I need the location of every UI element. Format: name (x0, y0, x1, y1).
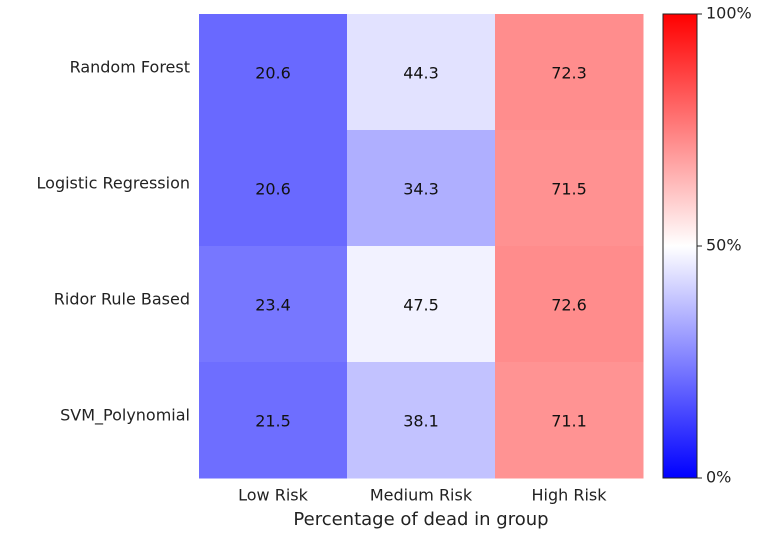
x-tick-label: Medium Risk (370, 486, 473, 505)
cell-label: 71.5 (551, 180, 587, 199)
colorbar-tick-label: 50% (706, 236, 742, 255)
colorbar-tick-label: 0% (706, 468, 731, 487)
cell-label: 21.5 (255, 412, 291, 431)
x-tick-label: High Risk (531, 486, 607, 505)
x-axis-label: Percentage of dead in group (293, 509, 548, 530)
heatmap-cell (199, 246, 348, 363)
heatmap-cell (495, 14, 644, 131)
heatmap-cell (495, 130, 644, 247)
heatmap-cell (199, 130, 348, 247)
cell-label: 20.6 (255, 180, 291, 199)
cell-label: 47.5 (403, 296, 439, 315)
y-tick-label: Logistic Regression (37, 174, 190, 193)
heatmap-cell (347, 14, 496, 131)
cell-label: 44.3 (403, 64, 439, 83)
heatmap-cell (347, 362, 496, 479)
heatmap-cell (347, 130, 496, 247)
heatmap-cell (495, 246, 644, 363)
heatmap-cell (495, 362, 644, 479)
x-tick-label: Low Risk (238, 486, 308, 505)
cell-label: 34.3 (403, 180, 439, 199)
cell-label: 72.3 (551, 64, 587, 83)
colorbar-tick-label: 100% (706, 4, 752, 23)
cell-label: 72.6 (551, 296, 587, 315)
cell-label: 20.6 (255, 64, 291, 83)
cell-label: 23.4 (255, 296, 291, 315)
cell-label: 71.1 (551, 412, 587, 431)
colorbar (662, 13, 698, 479)
heatmap-cell (199, 362, 348, 479)
heatmap-cell (347, 246, 496, 363)
y-tick-label: SVM_Polynomial (60, 406, 190, 426)
heatmap-cell (199, 14, 348, 131)
cell-label: 38.1 (403, 412, 439, 431)
y-tick-label: Random Forest (70, 58, 190, 77)
y-tick-label: Ridor Rule Based (54, 290, 190, 309)
